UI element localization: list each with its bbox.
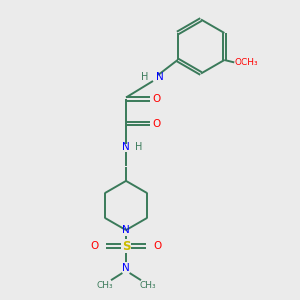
Text: S: S: [122, 239, 130, 253]
Text: O: O: [152, 94, 161, 104]
Text: N: N: [122, 142, 130, 152]
Text: H: H: [140, 71, 148, 82]
Text: OCH₃: OCH₃: [235, 58, 258, 67]
Text: CH₃: CH₃: [139, 281, 156, 290]
Text: O: O: [152, 118, 161, 129]
Text: N: N: [156, 71, 164, 82]
Text: N: N: [122, 262, 130, 273]
Text: N: N: [122, 225, 130, 235]
Text: O: O: [153, 241, 161, 251]
Text: H: H: [135, 142, 142, 152]
Text: CH₃: CH₃: [96, 281, 113, 290]
Text: O: O: [91, 241, 99, 251]
